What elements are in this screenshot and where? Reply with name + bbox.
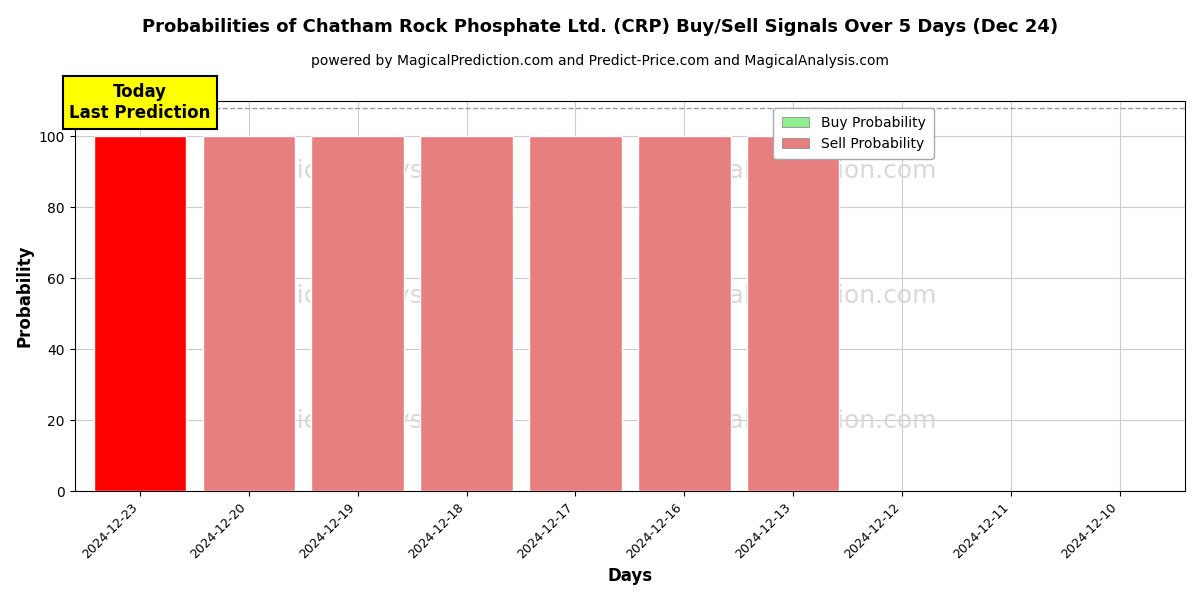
Text: MagicalPrediction.com: MagicalPrediction.com <box>655 284 937 308</box>
Text: powered by MagicalPrediction.com and Predict-Price.com and MagicalAnalysis.com: powered by MagicalPrediction.com and Pre… <box>311 54 889 68</box>
Bar <box>746 136 839 491</box>
Text: MagicalAnalysis.com: MagicalAnalysis.com <box>245 409 505 433</box>
Text: Probabilities of Chatham Rock Phosphate Ltd. (CRP) Buy/Sell Signals Over 5 Days : Probabilities of Chatham Rock Phosphate … <box>142 18 1058 36</box>
X-axis label: Days: Days <box>607 567 653 585</box>
Text: MagicalAnalysis.com: MagicalAnalysis.com <box>245 159 505 183</box>
Text: MagicalPrediction.com: MagicalPrediction.com <box>655 409 937 433</box>
Legend: Buy Probability, Sell Probability: Buy Probability, Sell Probability <box>773 107 934 159</box>
Text: MagicalAnalysis.com: MagicalAnalysis.com <box>245 284 505 308</box>
Bar <box>312 136 404 491</box>
Bar <box>638 136 731 491</box>
Bar <box>94 136 186 491</box>
Bar <box>203 136 295 491</box>
Bar <box>420 136 512 491</box>
Text: MagicalPrediction.com: MagicalPrediction.com <box>655 159 937 183</box>
Bar <box>529 136 622 491</box>
Y-axis label: Probability: Probability <box>16 245 34 347</box>
Text: Today
Last Prediction: Today Last Prediction <box>70 83 211 122</box>
